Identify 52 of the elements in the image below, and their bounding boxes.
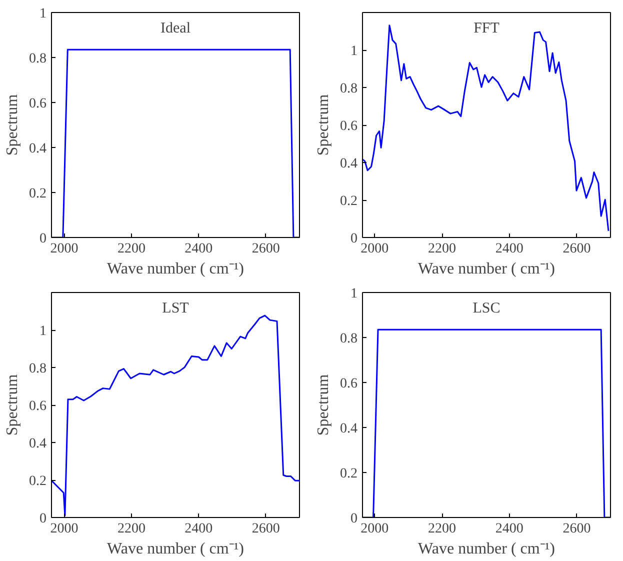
text: FFT (474, 20, 500, 36)
y-tick-label: 1 (40, 6, 46, 22)
x-axis-title: Wave number ( cm⁻¹) (107, 540, 244, 558)
text: LST (162, 300, 189, 316)
x-axis-title: Wave number ( cm⁻¹) (107, 260, 244, 278)
y-tick-label: 1 (350, 44, 358, 59)
y-tick-label: 0.6 (340, 376, 358, 392)
y-axis-title: Spectrum (4, 374, 21, 436)
x-tick-label: 2200 (117, 522, 146, 536)
x-tick-label: 2400 (495, 522, 524, 536)
y-axis-title: Spectrum (315, 94, 332, 156)
y-axis-title: Spectrum (315, 374, 332, 436)
x-tick-label: 2600 (562, 242, 591, 256)
x-tick-label: 2400 (184, 522, 213, 536)
x-tick-label: 2400 (184, 242, 213, 256)
y-tick-label: 0.2 (29, 186, 46, 202)
text: LSC (472, 300, 500, 316)
y-tick-label: 0.8 (29, 362, 46, 376)
y-tick-label: 1 (350, 286, 358, 302)
y-tick-label: 0.8 (340, 332, 358, 346)
x-tick-label: 2600 (252, 242, 280, 256)
y-tick-label: 0 (350, 232, 358, 246)
y-tick-label: 0 (40, 232, 46, 246)
y-tick-label: 1 (40, 324, 46, 339)
y-axis-title: Spectrum (4, 94, 21, 156)
y-tick-label: 0.2 (29, 474, 46, 489)
x-tick-label: 2200 (428, 242, 456, 256)
y-tick-label: 0.8 (340, 82, 358, 96)
x-tick-label: 2600 (562, 522, 591, 536)
y-tick-label: 0.4 (29, 142, 46, 156)
y-tick-label: 0 (350, 512, 358, 526)
y-tick-label: 0.6 (29, 96, 46, 112)
x-tick-label: 2000 (50, 242, 78, 256)
y-tick-label: 0.8 (29, 52, 46, 66)
x-axis-title: Wave number ( cm⁻¹) (418, 540, 555, 558)
x-axis-title: Wave number ( cm⁻¹) (418, 260, 555, 278)
y-tick-label: 0.2 (340, 194, 358, 209)
y-tick-label: 0.6 (29, 399, 46, 414)
x-tick-label: 2000 (50, 522, 78, 536)
y-tick-label: 0.4 (29, 436, 46, 452)
y-tick-label: 0.6 (340, 119, 358, 134)
y-tick-label: 0 (40, 512, 46, 526)
x-tick-label: 2000 (360, 242, 389, 256)
x-tick-label: 2400 (495, 242, 524, 256)
x-tick-label: 2200 (117, 242, 146, 256)
text: Ideal (160, 20, 190, 36)
y-tick-label: 0.4 (340, 422, 358, 436)
x-tick-label: 2000 (360, 522, 389, 536)
x-tick-label: 2200 (428, 522, 456, 536)
y-tick-label: 0.4 (340, 156, 358, 172)
x-tick-label: 2600 (252, 522, 280, 536)
y-tick-label: 0.2 (340, 466, 358, 482)
